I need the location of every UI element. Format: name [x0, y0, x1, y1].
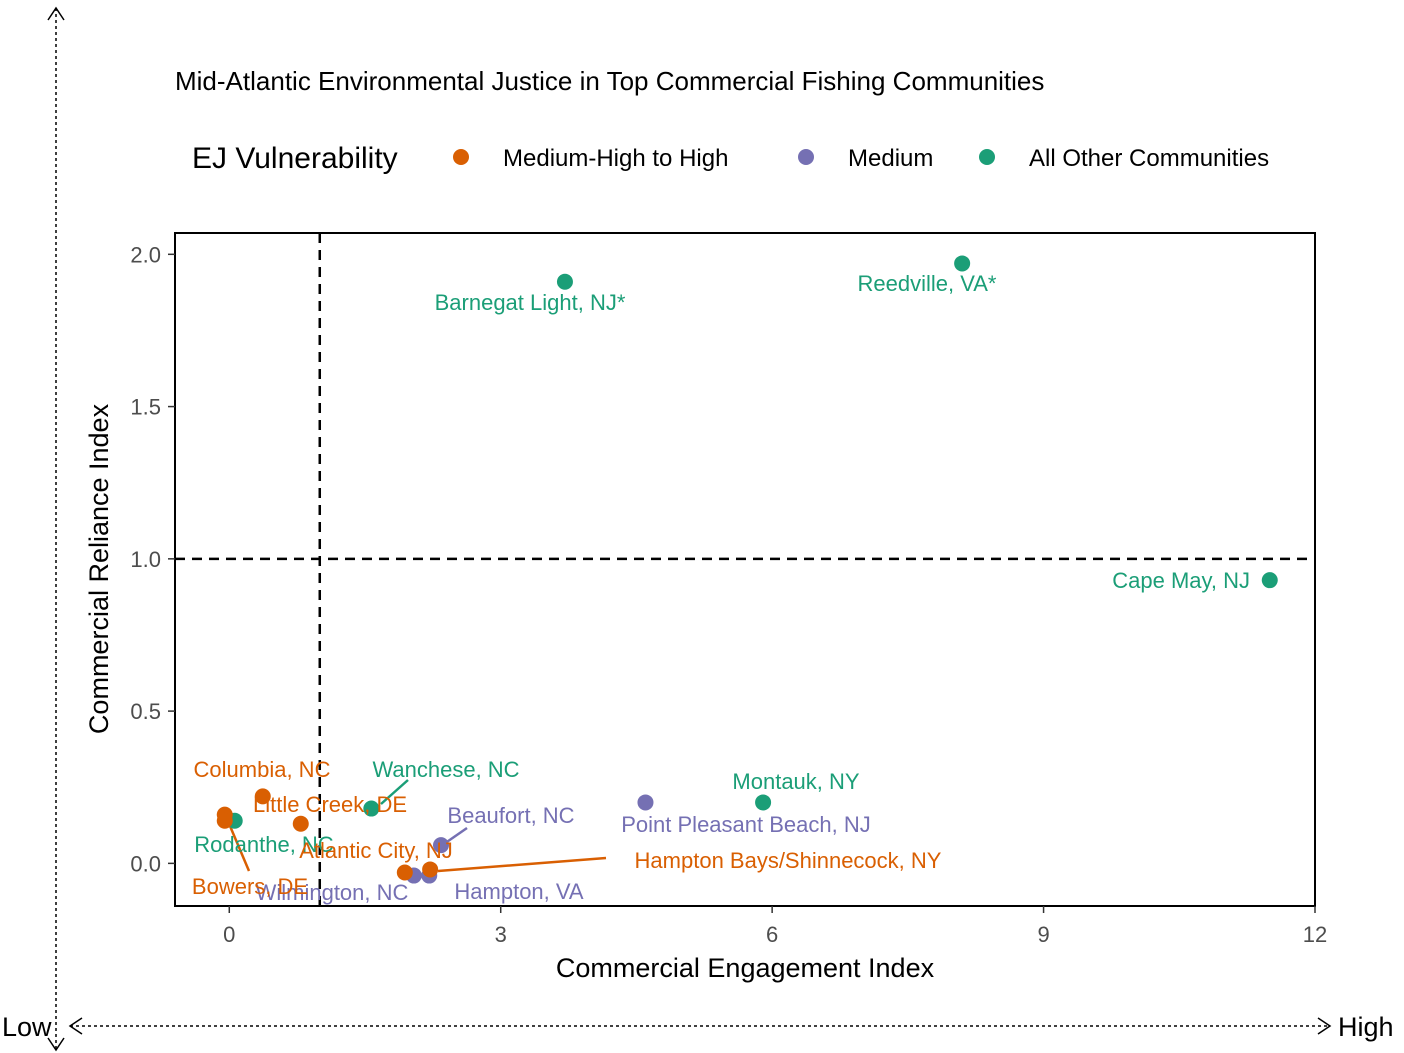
data-points [216, 255, 1278, 884]
label-connector [228, 825, 251, 872]
point-label: Wilmington, NC [256, 880, 409, 905]
x-tick-label: 3 [495, 922, 507, 947]
data-point [292, 815, 309, 832]
plot-panel [174, 232, 1316, 907]
label-connector [380, 779, 409, 805]
legend-key-2 [979, 149, 995, 165]
data-point [755, 794, 772, 811]
y-tick-label: 0.5 [130, 699, 161, 724]
outer-low-label: Low [2, 1012, 52, 1042]
point-label: Point Pleasant Beach, NJ [621, 812, 870, 837]
reference-lines [175, 233, 1315, 906]
label-connectors [228, 779, 607, 873]
x-axis-title: Commercial Engagement Index [556, 953, 935, 983]
y-tick-label: 2.0 [130, 242, 161, 267]
x-tick-label: 0 [223, 922, 235, 947]
legend-key-1 [798, 149, 814, 165]
outer-horizontal-arrow [68, 1017, 1332, 1035]
legend-label-1: Medium [848, 145, 933, 172]
data-point [637, 794, 654, 811]
data-point [422, 861, 439, 878]
data-point [954, 255, 971, 272]
point-label: Hampton Bays/Shinnecock, NY [635, 848, 942, 873]
legend: EJ Vulnerability Medium-High to High Medi… [192, 142, 1269, 175]
data-point [363, 800, 380, 817]
data-point [556, 273, 573, 290]
axes: 0 3 6 9 12 0.0 0.5 1.0 1.5 2.0 [130, 242, 1327, 947]
y-tick-label: 0.0 [130, 851, 161, 876]
point-label: Reedville, VA* [858, 271, 997, 296]
y-axis-title: Commercial Reliance Index [84, 403, 114, 734]
x-tick-label: 12 [1303, 922, 1327, 947]
legend-key-0 [453, 149, 469, 165]
outer-vertical-arrow [47, 6, 65, 1052]
data-point [433, 837, 449, 854]
point-label: Bowers, DE [192, 874, 308, 899]
y-tick-label: 1.5 [130, 395, 161, 420]
point-label: Barnegat Light, NJ* [435, 290, 626, 315]
label-connector [437, 856, 607, 873]
point-label: Columbia, NC [194, 757, 331, 782]
outer-high-label: High [1338, 1012, 1394, 1042]
point-label: Atlantic City, NJ [299, 838, 453, 863]
legend-title: EJ Vulnerability [192, 142, 398, 175]
data-point [254, 788, 271, 805]
point-label: Little Creek, DE [253, 792, 407, 817]
legend-label-0: Medium-High to High [503, 145, 728, 172]
data-point [216, 812, 233, 829]
x-tick-label: 9 [1037, 922, 1049, 947]
legend-label-2: All Other Communities [1029, 145, 1269, 172]
data-point [396, 864, 413, 881]
y-tick-label: 1.0 [130, 547, 161, 572]
x-tick-label: 6 [766, 922, 778, 947]
point-label: Rodanthe, NC [194, 832, 334, 857]
point-label: Hampton, VA [454, 879, 584, 904]
point-label: Cape May, NJ [1112, 568, 1250, 593]
point-label: Wanchese, NC [372, 757, 519, 782]
chart-title: Mid-Atlantic Environmental Justice in To… [175, 66, 1044, 96]
point-labels: Barnegat Light, NJ* Reedville, VA* Cape Ma… [192, 271, 1250, 905]
point-label: Montauk, NY [732, 769, 859, 794]
data-point [1261, 572, 1278, 589]
point-label: Beaufort, NC [447, 803, 574, 828]
